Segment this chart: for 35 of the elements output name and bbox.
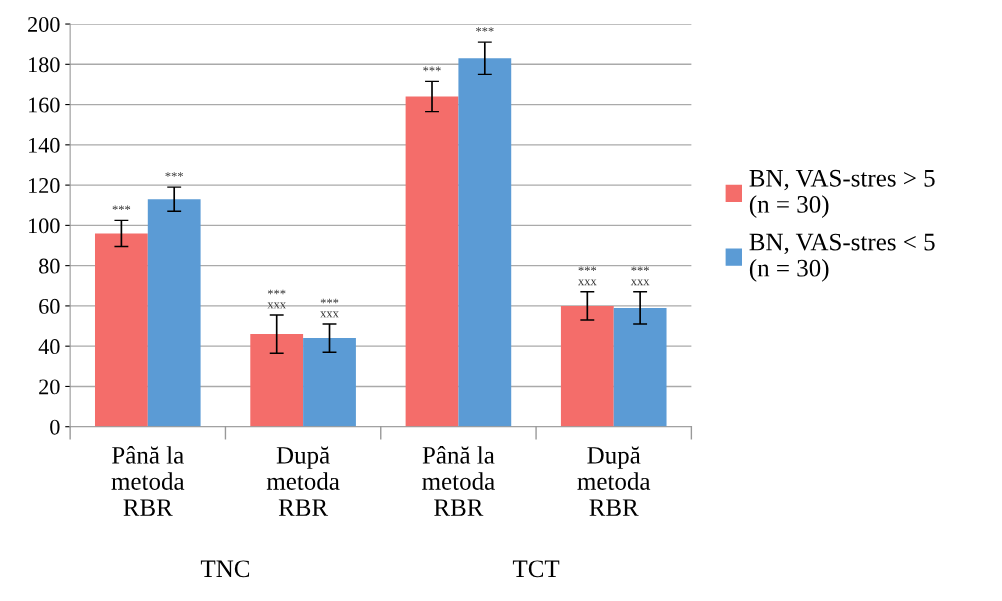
data-label: *** xxx <box>320 298 339 318</box>
y-tick-label: 40 <box>38 339 60 355</box>
y-tick-label: 160 <box>29 97 60 113</box>
text: TNC <box>200 560 250 578</box>
bar <box>405 96 459 427</box>
y-tick-label: 180 <box>29 57 60 73</box>
data-label: *** xxx <box>267 289 286 309</box>
x-tick-label: După metoda RBR <box>266 446 340 516</box>
bar <box>250 334 304 427</box>
y-tick-label: 200 <box>28 16 60 32</box>
y-tick-label: 80 <box>39 258 60 274</box>
bar <box>94 233 148 427</box>
y-tick-label: 100 <box>29 218 60 234</box>
data-label: *** <box>112 205 131 211</box>
data-label: *** xxx <box>630 266 650 286</box>
x-tick-label: Până la metoda RBR <box>111 446 185 516</box>
y-tick-label: 140 <box>29 137 60 153</box>
bar <box>613 307 667 427</box>
bar <box>303 338 356 427</box>
data-label: *** <box>476 27 494 32</box>
y-tick-label: 0 <box>50 419 60 435</box>
y-tick-label: 120 <box>29 178 60 194</box>
text: TCT <box>512 560 560 578</box>
bar <box>147 199 201 427</box>
y-tick-label: 60 <box>39 298 60 314</box>
x-tick-label: Până la metoda RBR <box>422 446 495 516</box>
data-label: *** <box>423 66 441 72</box>
bar <box>560 305 614 427</box>
x-tick-label: După metoda RBR <box>577 446 651 516</box>
legend-label: BN, VAS-stres > 5 (n = 30) <box>749 169 935 218</box>
data-label: *** xxx <box>578 266 597 286</box>
legend-label: BN, VAS-stres < 5 (n = 30) <box>749 233 935 282</box>
bar <box>458 58 512 427</box>
y-tick-label: 20 <box>39 379 60 395</box>
data-label: *** <box>165 172 183 177</box>
